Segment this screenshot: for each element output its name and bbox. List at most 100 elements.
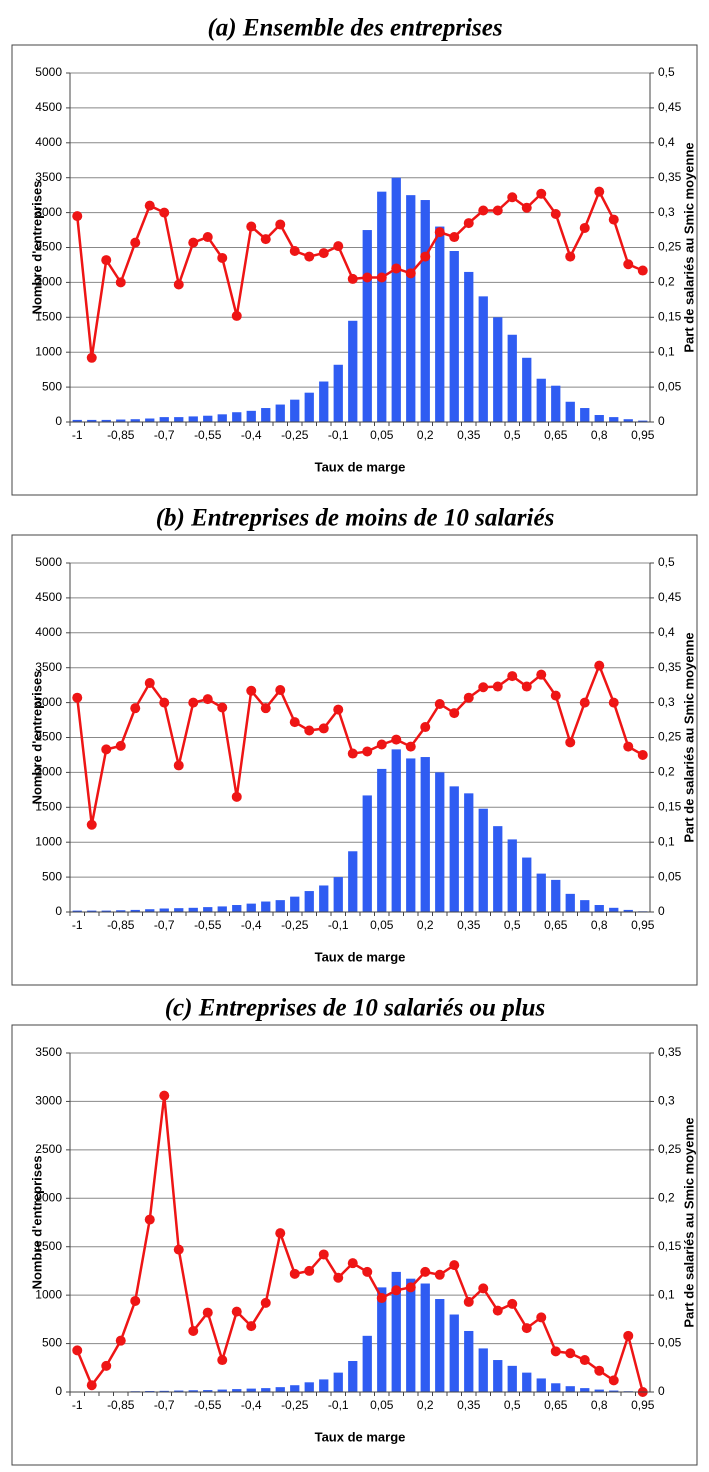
x-tick-label: 0,05 <box>370 428 394 442</box>
y-tick-label: 2500 <box>35 730 62 744</box>
y-tick-label: 500 <box>42 379 62 393</box>
marker <box>376 739 387 750</box>
bar <box>420 200 430 422</box>
bar <box>333 364 343 422</box>
bar <box>565 401 575 422</box>
bar <box>493 826 503 912</box>
marker <box>72 1345 83 1356</box>
marker <box>101 255 112 266</box>
bar <box>275 900 285 912</box>
marker <box>101 1360 112 1371</box>
bar <box>174 908 184 912</box>
marker <box>391 263 402 274</box>
x-tick-label: -1 <box>72 428 83 442</box>
bar <box>101 910 111 912</box>
bar <box>478 1348 488 1392</box>
chart-title: (c) Entreprises de 10 salariés ou plus <box>165 995 546 1022</box>
marker <box>434 227 445 238</box>
y-tick-label: 1500 <box>35 1239 62 1253</box>
y2-tick-label: 0,2 <box>658 275 675 289</box>
x-tick-label: 0,2 <box>417 428 434 442</box>
marker <box>130 1295 141 1306</box>
bar <box>333 1372 343 1392</box>
marker <box>362 272 373 283</box>
bar <box>435 1299 445 1392</box>
bar <box>406 758 416 912</box>
marker <box>608 1375 619 1386</box>
marker <box>231 310 242 321</box>
x-tick-label: 0,35 <box>457 918 481 932</box>
y-tick-label: 0 <box>55 904 62 918</box>
bar <box>493 317 503 422</box>
x-tick-label: -0,25 <box>281 918 309 932</box>
x-axis-title: Taux de marge <box>315 459 406 474</box>
bar <box>87 419 97 422</box>
marker <box>405 268 416 279</box>
marker <box>521 202 532 213</box>
bar <box>290 399 300 422</box>
marker <box>391 734 402 745</box>
bar <box>551 879 561 912</box>
marker <box>449 1260 460 1271</box>
marker <box>86 1380 97 1391</box>
y2-tick-label: 0,15 <box>658 1239 682 1253</box>
chart-frame <box>11 44 698 496</box>
y-tick-label: 4500 <box>35 100 62 114</box>
bar <box>319 381 329 422</box>
marker <box>420 1266 431 1277</box>
y2-tick-label: 0,25 <box>658 730 682 744</box>
marker <box>304 251 315 262</box>
marker <box>579 222 590 233</box>
y2-tick-label: 0,1 <box>658 1287 675 1301</box>
y-tick-label: 2500 <box>35 1142 62 1156</box>
x-tick-label: 0,8 <box>591 428 608 442</box>
y-tick-label: 2000 <box>35 765 62 779</box>
marker <box>434 1269 445 1280</box>
x-axis-title: Taux de marge <box>315 1429 406 1444</box>
bar <box>188 416 198 422</box>
x-tick-label: 0,5 <box>504 428 521 442</box>
y2-axis-title: Part de salariés au Smic moyenne <box>681 632 696 842</box>
bar <box>507 1365 517 1392</box>
y-tick-label: 5000 <box>35 65 62 79</box>
bar <box>261 1388 271 1392</box>
bar <box>507 334 517 422</box>
marker <box>521 1323 532 1334</box>
x-tick-label: -0,1 <box>328 1398 349 1412</box>
bar <box>551 1383 561 1392</box>
marker <box>144 200 155 211</box>
marker <box>347 1258 358 1269</box>
bar <box>319 1379 329 1392</box>
y-tick-label: 1500 <box>35 799 62 813</box>
x-tick-label: 0,95 <box>631 918 655 932</box>
x-tick-label: -0,85 <box>107 428 135 442</box>
marker <box>565 737 576 748</box>
marker <box>289 1268 300 1279</box>
marker <box>594 186 605 197</box>
x-tick-label: -0,1 <box>328 428 349 442</box>
y-tick-label: 3500 <box>35 1045 62 1059</box>
marker <box>492 1305 503 1316</box>
bar <box>304 1382 314 1392</box>
bar <box>464 1330 474 1392</box>
marker <box>608 697 619 708</box>
marker <box>304 725 315 736</box>
bar <box>304 392 314 422</box>
y-axis-title: Nombre d'entreprises <box>29 1156 44 1290</box>
y-tick-label: 3500 <box>35 170 62 184</box>
bar <box>493 1360 503 1392</box>
marker <box>173 1244 184 1255</box>
y2-tick-label: 0,35 <box>658 660 682 674</box>
bar <box>174 417 184 422</box>
bar <box>377 768 387 912</box>
bar <box>304 891 314 912</box>
bar <box>609 1390 619 1392</box>
bar <box>159 1390 169 1392</box>
y2-tick-label: 0,2 <box>658 765 675 779</box>
bar <box>551 385 561 422</box>
x-tick-label: 0,2 <box>417 1398 434 1412</box>
x-tick-label: -0,25 <box>281 428 309 442</box>
marker <box>260 1297 271 1308</box>
marker <box>463 218 474 229</box>
x-tick-label: 0,95 <box>631 428 655 442</box>
